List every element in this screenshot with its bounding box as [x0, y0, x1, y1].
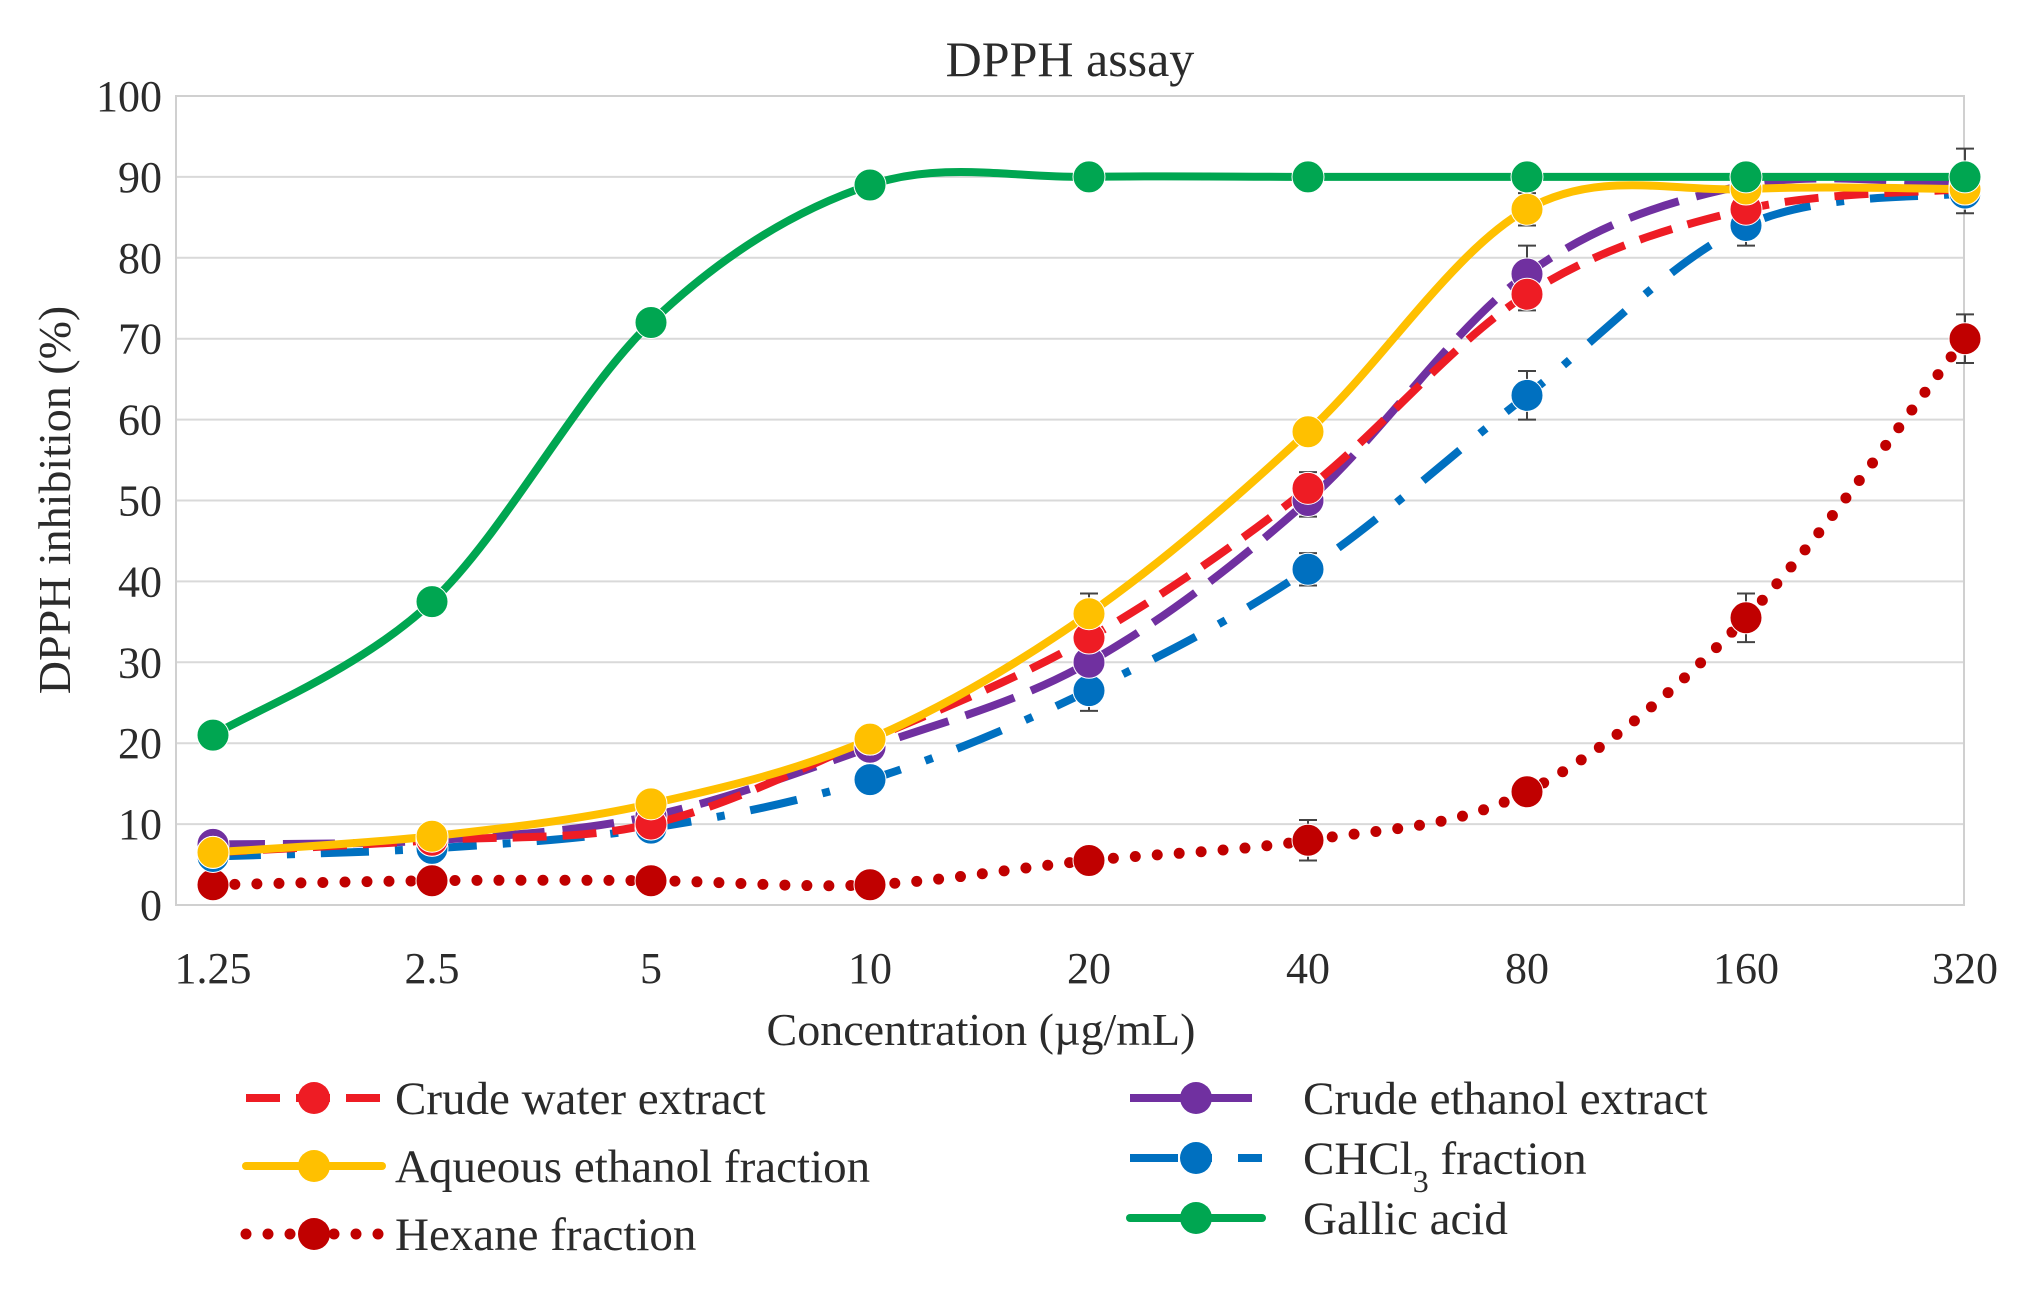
- y-tick-label: 20: [118, 719, 162, 768]
- y-tick-label: 70: [118, 315, 162, 364]
- chart-title: DPPH assay: [946, 31, 1195, 87]
- data-point: [853, 722, 887, 756]
- data-point: [1729, 601, 1763, 635]
- legend-label: Gallic acid: [1303, 1193, 1508, 1245]
- legend-marker: [298, 1218, 330, 1250]
- data-point: [415, 585, 449, 619]
- data-point: [415, 819, 449, 853]
- x-tick-label: 40: [1286, 944, 1330, 993]
- data-point: [1291, 552, 1325, 586]
- x-tick-label: 10: [848, 944, 892, 993]
- data-point: [1948, 160, 1982, 194]
- legend-label: Crude ethanol extract: [1303, 1073, 1708, 1125]
- series-line-4: [207, 333, 1971, 892]
- legend-marker: [1180, 1202, 1212, 1234]
- data-point: [1510, 192, 1544, 226]
- legend-marker: [298, 1082, 330, 1114]
- data-point: [1729, 160, 1763, 194]
- x-tick-labels: 1.25 2.5 5 10 20 40 80 160 320: [175, 944, 1999, 993]
- x-tick-label: 20: [1067, 944, 1111, 993]
- x-tick-label: 2.5: [405, 944, 460, 993]
- legend-item: Gallic acid: [1126, 1193, 1508, 1245]
- legend-label-suffix: fraction: [1429, 1133, 1587, 1185]
- legend-marker: [298, 1150, 330, 1182]
- data-markers: [196, 160, 1982, 902]
- data-point: [1072, 674, 1106, 708]
- x-tick-label: 1.25: [175, 944, 252, 993]
- data-point: [415, 864, 449, 898]
- legend-label: Aqueous ethanol fraction: [395, 1141, 870, 1193]
- legend-label-subscript: 3: [1413, 1163, 1429, 1199]
- data-point: [196, 835, 230, 869]
- x-tick-label: 160: [1713, 944, 1779, 993]
- series-line-5: [209, 168, 1969, 740]
- plot-area-border: [175, 95, 1965, 906]
- data-point: [1072, 597, 1106, 631]
- legend-item: Hexane fraction: [240, 1209, 696, 1261]
- legend-item: Crude water extract: [246, 1073, 766, 1125]
- legend-label: Crude water extract: [395, 1073, 766, 1125]
- data-point: [196, 718, 230, 752]
- y-tick-label: 60: [118, 396, 162, 445]
- data-point: [634, 306, 668, 340]
- legend-marker: [1180, 1142, 1212, 1174]
- data-point: [853, 763, 887, 797]
- data-point: [634, 787, 668, 821]
- y-tick-label: 0: [140, 881, 162, 930]
- y-tick-labels: 0 10 20 30 40 50 60 70 80 90 100: [96, 72, 162, 930]
- data-point: [1291, 415, 1325, 449]
- data-point: [1510, 160, 1544, 194]
- y-tick-label: 40: [118, 557, 162, 606]
- data-point: [1510, 775, 1544, 809]
- data-point: [853, 868, 887, 902]
- data-point: [853, 168, 887, 202]
- legend-item: Aqueous ethanol fraction: [242, 1141, 870, 1193]
- x-tick-label: 320: [1932, 944, 1998, 993]
- legend-marker: [1180, 1082, 1212, 1114]
- x-tick-label: 80: [1505, 944, 1549, 993]
- y-tick-label: 30: [118, 638, 162, 687]
- x-axis-title: Concentration (µg/mL): [767, 1004, 1196, 1055]
- y-tick-label: 100: [96, 72, 162, 121]
- y-tick-label: 50: [118, 477, 162, 526]
- data-point: [1072, 844, 1106, 878]
- x-tick-label: 5: [640, 944, 662, 993]
- legend-item: Crude ethanol extract: [1130, 1073, 1708, 1125]
- data-point: [1072, 160, 1106, 194]
- legend: Crude water extract Aqueous ethanol fract…: [240, 1073, 1708, 1261]
- legend-label: Hexane fraction: [395, 1209, 696, 1261]
- y-axis-title: DPPH inhibition (%): [29, 306, 80, 694]
- data-point: [1948, 322, 1982, 356]
- data-point: [1291, 823, 1325, 857]
- data-point: [1291, 471, 1325, 505]
- data-point: [1510, 378, 1544, 412]
- y-tick-label: 90: [118, 153, 162, 202]
- data-point: [1291, 160, 1325, 194]
- data-point: [634, 864, 668, 898]
- y-tick-label: 10: [118, 800, 162, 849]
- data-point: [1510, 277, 1544, 311]
- y-tick-label: 80: [118, 234, 162, 283]
- series-line-3: [212, 189, 1966, 861]
- data-point: [196, 868, 230, 902]
